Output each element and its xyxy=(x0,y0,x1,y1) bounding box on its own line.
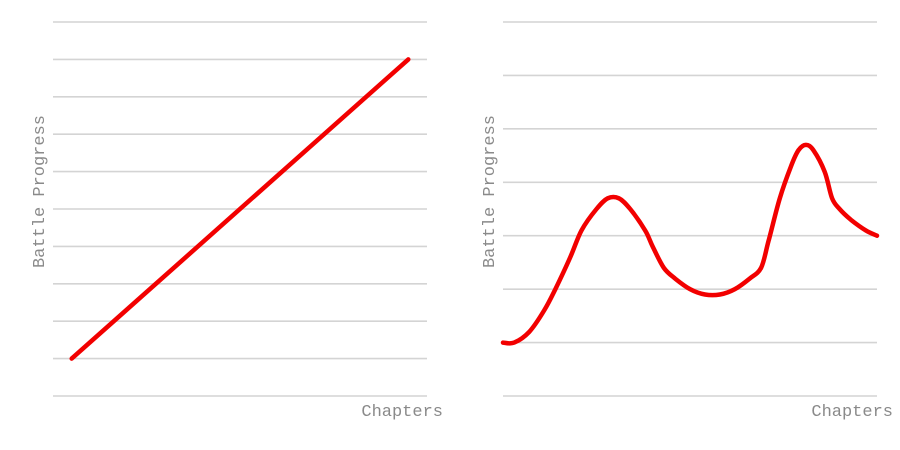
grid xyxy=(503,21,877,397)
x-axis-label: Chapters xyxy=(811,403,893,422)
y-axis-label: Battle Progress xyxy=(31,115,50,268)
x-axis-label: Chapters xyxy=(361,403,443,422)
y-axis-label: Battle Progress xyxy=(481,115,500,268)
series-line xyxy=(69,57,411,361)
line-chart-right: Chapters Battle Progress xyxy=(481,21,893,422)
line-chart-left: Chapters Battle Progress xyxy=(31,21,443,422)
series-line xyxy=(500,142,880,346)
